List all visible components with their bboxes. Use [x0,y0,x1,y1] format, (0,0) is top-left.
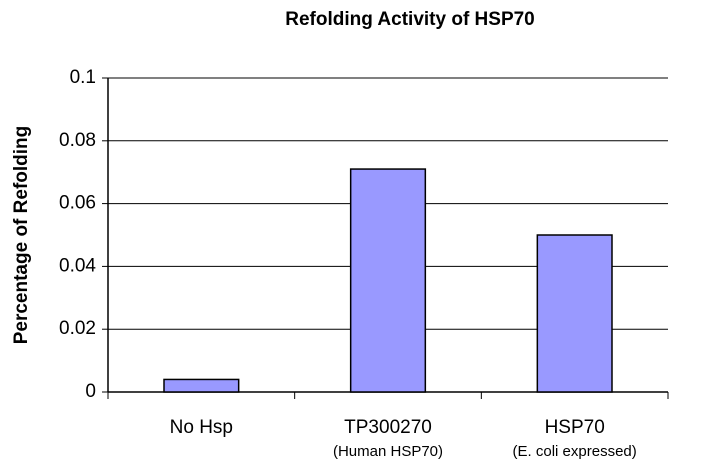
x-tick-label: (Human HSP70) [333,443,443,460]
y-tick-label: 0.02 [59,318,96,339]
y-tick-label: 0 [85,381,96,402]
x-tick-label: (E. coli expressed) [513,443,637,460]
bar [536,234,613,393]
y-tick-label: 0.04 [59,255,96,276]
x-tick-label: HSP70 [545,417,605,438]
y-axis-label: Percentage of Refolding [11,126,32,345]
y-tick-label: 0.1 [70,67,96,88]
y-tick-label: 0.08 [59,130,96,151]
bar [163,378,240,393]
chart-title: Refolding Activity of HSP70 [285,9,535,30]
bar [349,168,427,393]
x-tick-label: TP300270 [344,417,432,438]
x-tick-label: No Hsp [170,417,233,438]
y-tick-label: 0.06 [59,193,96,214]
